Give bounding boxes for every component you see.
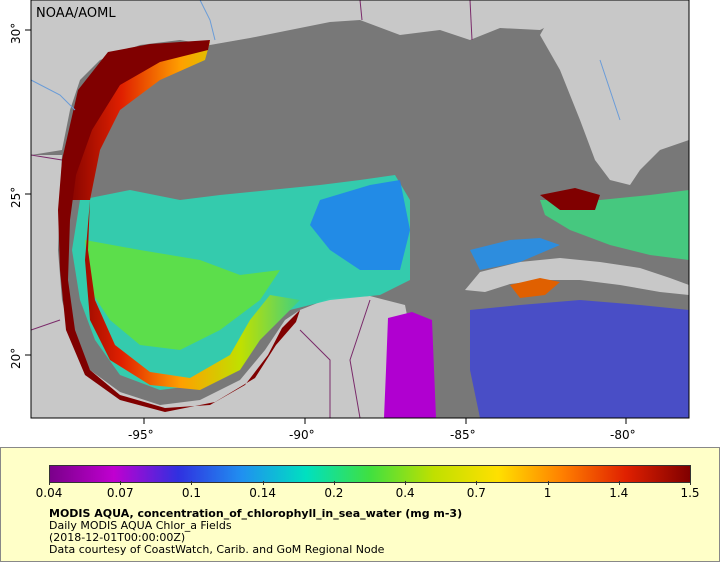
chlorophyll-cuba-north xyxy=(510,278,560,298)
attribution-label: NOAA/AOML xyxy=(36,6,116,21)
legend-title: MODIS AQUA, concentration_of_chlorophyll… xyxy=(49,507,463,520)
legend-date: (2018-12-01T00:00:00Z) xyxy=(49,531,186,544)
colorbar-tick-label: 0.04 xyxy=(35,486,63,500)
colorbar-tick-label: 0.14 xyxy=(249,486,277,500)
colorbar-tick-mark xyxy=(120,481,122,485)
chlorophyll-caribbean xyxy=(470,300,689,418)
legend-dataset: Daily MODIS AQUA Chlor_a Fields xyxy=(49,519,232,532)
lon-label-85: -85° xyxy=(450,428,476,442)
colorbar-tick-mark xyxy=(618,481,620,485)
lat-label-30: 30° xyxy=(9,22,23,44)
colorbar-tick-label: 0.4 xyxy=(395,486,415,500)
us-land xyxy=(31,0,689,155)
colorbar-tick-label: 0.1 xyxy=(181,486,201,500)
legend-credit: Data courtesy of CoastWatch, Carib. and … xyxy=(49,543,385,556)
colorbar-tick-mark xyxy=(476,481,478,485)
colorbar-tick-mark xyxy=(191,481,193,485)
chlorophyll-florida-straits xyxy=(470,238,560,270)
chlorophyll-florida-keys xyxy=(540,188,600,210)
cuba-land xyxy=(465,258,689,295)
chlorophyll-field-blue xyxy=(310,180,410,270)
colorbar-tick-mark xyxy=(690,481,691,485)
chlorophyll-map: NOAA/AOML -95° -90° -85° -80° 30° 25° 20… xyxy=(9,0,690,442)
colorbar-tick-label: 1.4 xyxy=(609,486,629,500)
lon-label-90: -90° xyxy=(289,428,315,442)
legend-panel: 0.04 0.07 0.1 0.14 0.2 0.4 0.7 1 1.4 1.5 MODIS AQ… xyxy=(0,447,720,562)
lat-label-25: 25° xyxy=(9,186,23,208)
yucatan-land xyxy=(290,296,410,418)
rivers xyxy=(31,0,621,121)
florida-land xyxy=(540,0,689,185)
axis-ticks xyxy=(25,29,627,424)
colorbar-tick-mark xyxy=(49,481,50,485)
colorbar-tick-label: 0.07 xyxy=(106,486,134,500)
colorbar-tick-mark xyxy=(333,481,335,485)
colorbar-tick-label: 0.2 xyxy=(324,486,344,500)
political-borders xyxy=(31,0,473,418)
colorbar xyxy=(49,465,691,483)
colorbar-tick-label: 0.7 xyxy=(466,486,486,500)
colorbar-tick-label: 1 xyxy=(543,486,552,500)
colorbar-tick-mark xyxy=(262,481,264,485)
lon-label-80: -80° xyxy=(610,428,636,442)
colorbar-tick-mark xyxy=(547,481,549,485)
colorbar-tick-mark xyxy=(405,481,407,485)
map-canvas xyxy=(25,0,690,424)
colorbar-tick-label: 1.5 xyxy=(680,486,700,500)
map-frame xyxy=(30,0,690,419)
chlorophyll-field-green xyxy=(85,240,280,350)
chlorophyll-yucatan-purple xyxy=(384,312,436,418)
lon-label-95: -95° xyxy=(128,428,154,442)
lat-label-20: 20° xyxy=(9,347,23,369)
